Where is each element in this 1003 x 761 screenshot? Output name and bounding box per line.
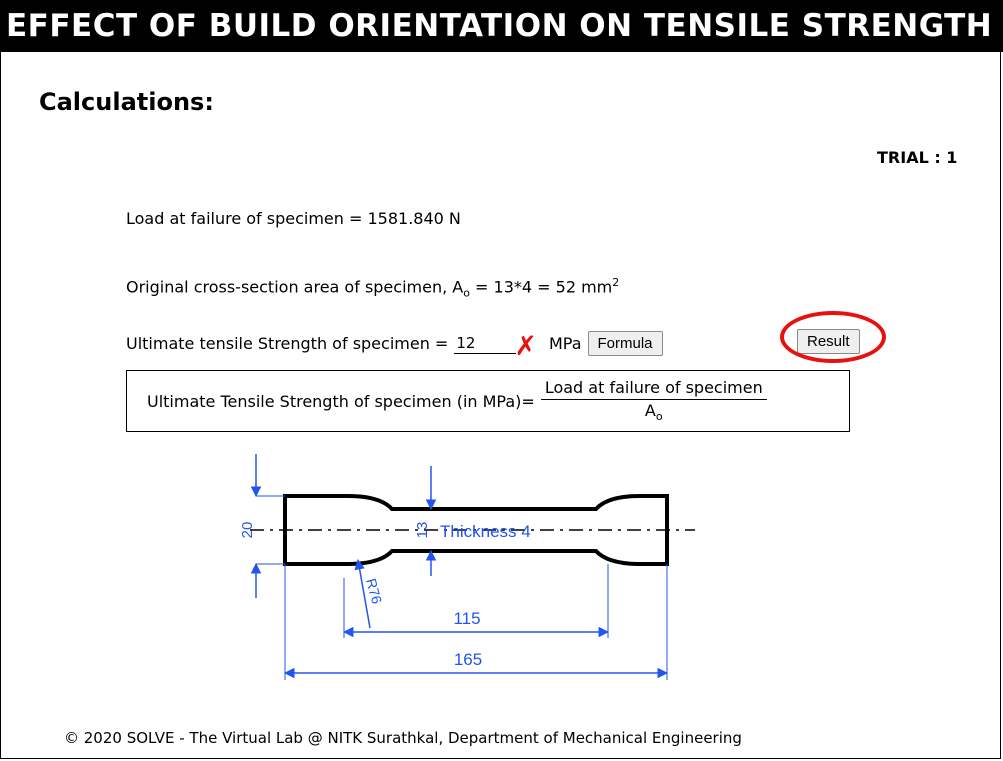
footer-text: © 2020 SOLVE - The Virtual Lab @ NITK Su… bbox=[64, 729, 742, 747]
uts-answer-input[interactable] bbox=[454, 333, 517, 354]
page-title: EFFECT OF BUILD ORIENTATION ON TENSILE S… bbox=[0, 0, 1003, 52]
trial-label: TRIAL : 1 bbox=[877, 148, 958, 167]
area-superscript: 2 bbox=[612, 276, 620, 289]
section-title: Calculations: bbox=[39, 88, 214, 116]
formula-fraction: Load at failure of specimen Ao bbox=[540, 378, 767, 424]
uts-row: Ultimate tensile Strength of specimen = … bbox=[126, 330, 663, 362]
dim-width-label: 20 bbox=[239, 522, 256, 539]
result-button[interactable]: Result bbox=[797, 329, 860, 354]
thickness-label: Thickness 4 bbox=[440, 522, 531, 541]
extension-lines bbox=[256, 495, 668, 680]
area-prefix: Original cross-section area of specimen,… bbox=[126, 277, 464, 297]
formula-denominator-sub: o bbox=[655, 410, 663, 424]
dim-radius-label: R76 bbox=[363, 577, 385, 606]
area-subscript: o bbox=[463, 286, 470, 300]
dim-gauge-width-label: 13 bbox=[414, 522, 431, 539]
formula-button[interactable]: Formula bbox=[587, 331, 663, 356]
formula-numerator: Load at failure of specimen bbox=[540, 378, 767, 401]
formula-denominator-base: A bbox=[644, 401, 656, 421]
formula-lhs: Ultimate Tensile Strength of specimen (i… bbox=[147, 391, 535, 411]
load-at-failure-text: Load at failure of specimen = 1581.840 N bbox=[126, 209, 461, 228]
dim-total-length-label: 165 bbox=[454, 650, 482, 669]
cross-section-area-text: Original cross-section area of specimen,… bbox=[126, 276, 619, 300]
wrong-answer-icon: ✗ bbox=[514, 330, 537, 362]
uts-label: Ultimate tensile Strength of specimen = bbox=[126, 334, 449, 353]
uts-unit: MPa bbox=[548, 334, 582, 353]
formula-denominator: Ao bbox=[645, 400, 663, 423]
dim-gauge-length-label: 115 bbox=[453, 609, 480, 628]
area-value: = 13*4 = 52 mm bbox=[469, 277, 613, 297]
formula-box: Ultimate Tensile Strength of specimen (i… bbox=[126, 370, 850, 432]
specimen-drawing: 20 13 Thickness 4 R76 115 165 bbox=[239, 454, 695, 680]
dim-radius-leader bbox=[354, 558, 371, 629]
